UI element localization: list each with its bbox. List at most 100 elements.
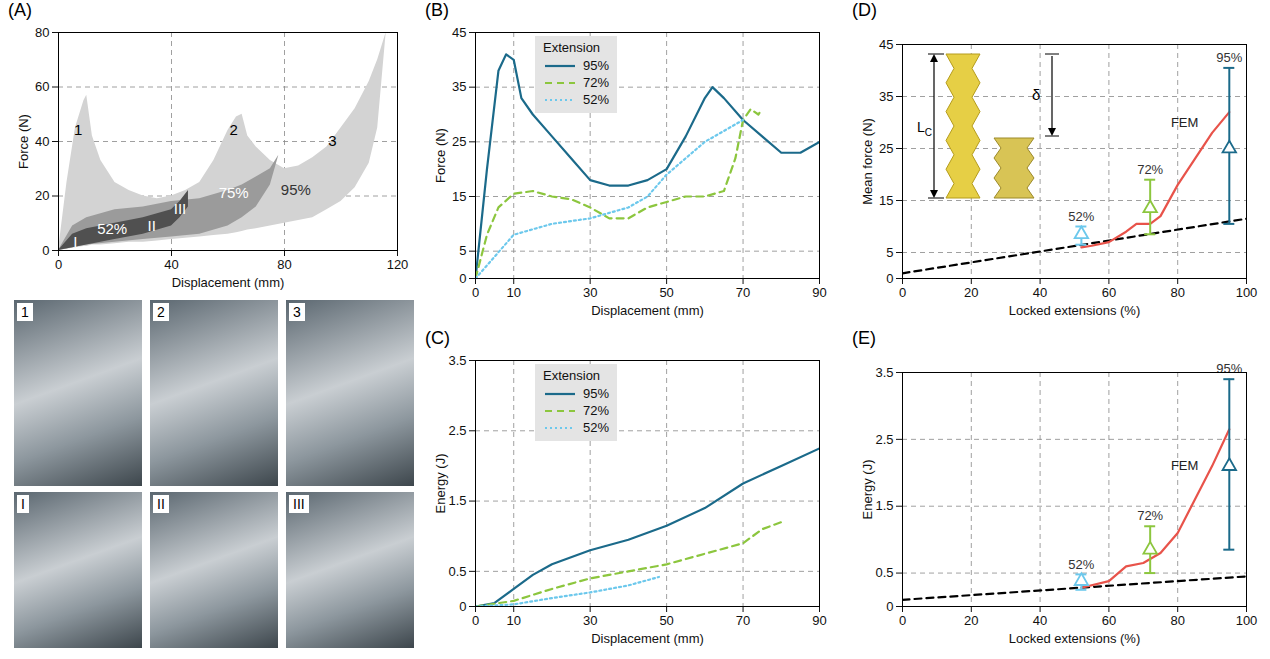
svg-text:40: 40	[164, 257, 178, 272]
svg-text:I: I	[73, 233, 77, 250]
svg-text:40: 40	[1033, 613, 1047, 628]
html-text:72%: 72%	[583, 75, 609, 90]
svg-text:15: 15	[452, 189, 466, 204]
svg-text:60: 60	[1102, 613, 1116, 628]
svg-text:72%: 72%	[1137, 162, 1163, 177]
svg-text:95%: 95%	[281, 181, 311, 198]
svg-text:100: 100	[1236, 613, 1258, 628]
svg-text:0: 0	[55, 257, 62, 272]
svg-text:30: 30	[583, 613, 597, 628]
svg-text:70: 70	[736, 613, 750, 628]
svg-text:0: 0	[472, 613, 479, 628]
html-text:52%: 52%	[583, 420, 609, 435]
svg-text:5: 5	[459, 243, 466, 258]
svg-text:δ: δ	[1032, 86, 1040, 103]
svg-text:50: 50	[659, 613, 673, 628]
svg-text:3.5: 3.5	[875, 365, 893, 380]
svg-text:0: 0	[886, 599, 893, 614]
svg-text:45: 45	[879, 37, 893, 52]
html-text:95%: 95%	[583, 386, 609, 401]
svg-text:80: 80	[35, 25, 49, 40]
svg-text:72%: 72%	[1137, 508, 1163, 523]
svg-text:0: 0	[459, 271, 466, 286]
html-text:52%: 52%	[583, 92, 609, 107]
svg-text:10: 10	[506, 285, 520, 300]
svg-text:III: III	[174, 200, 187, 217]
svg-text:FEM: FEM	[1171, 458, 1198, 473]
svg-text:0: 0	[899, 285, 906, 300]
svg-text:Energy (J): Energy (J)	[860, 460, 875, 520]
svg-text:40: 40	[35, 134, 49, 149]
svg-text:95%: 95%	[1216, 361, 1242, 376]
svg-text:0: 0	[899, 613, 906, 628]
html-text:95%: 95%	[583, 58, 609, 73]
html-text:2: 2	[157, 304, 165, 320]
svg-text:90: 90	[812, 285, 826, 300]
svg-text:Displacement (mm): Displacement (mm)	[591, 303, 704, 318]
svg-text:52%: 52%	[1068, 209, 1094, 224]
html-text:(C): (C)	[425, 328, 450, 348]
svg-text:Force (N): Force (N)	[433, 128, 448, 183]
svg-text:35: 35	[879, 89, 893, 104]
svg-text:II: II	[148, 217, 156, 234]
svg-text:Energy (J): Energy (J)	[433, 454, 448, 514]
svg-text:20: 20	[35, 188, 49, 203]
svg-text:0.5: 0.5	[875, 565, 893, 580]
svg-text:100: 100	[1236, 285, 1258, 300]
svg-text:10: 10	[506, 613, 520, 628]
svg-text:1.5: 1.5	[448, 493, 466, 508]
svg-text:Locked extensions (%): Locked extensions (%)	[1009, 303, 1141, 318]
html-text:Extension: Extension	[543, 40, 601, 55]
html-text:(B): (B)	[425, 0, 449, 20]
svg-text:2: 2	[229, 121, 237, 138]
svg-text:40: 40	[1033, 285, 1047, 300]
svg-text:52%: 52%	[97, 220, 127, 237]
svg-text:Mean force (N): Mean force (N)	[860, 118, 875, 205]
svg-text:0: 0	[886, 271, 893, 286]
svg-text:20: 20	[964, 285, 978, 300]
svg-text:60: 60	[35, 79, 49, 94]
svg-text:95%: 95%	[1216, 50, 1242, 65]
svg-text:2.5: 2.5	[875, 432, 893, 447]
svg-text:35: 35	[452, 79, 466, 94]
svg-text:LC: LC	[917, 119, 932, 138]
svg-text:60: 60	[1102, 285, 1116, 300]
svg-text:15: 15	[879, 193, 893, 208]
svg-text:30: 30	[583, 285, 597, 300]
html-text:(E): (E)	[852, 328, 876, 348]
svg-text:1: 1	[74, 121, 82, 138]
html-text:72%: 72%	[583, 403, 609, 418]
svg-text:80: 80	[277, 257, 291, 272]
svg-text:2.5: 2.5	[448, 423, 466, 438]
html-text:1: 1	[21, 304, 29, 320]
svg-text:0: 0	[459, 599, 466, 614]
svg-text:20: 20	[964, 613, 978, 628]
html-text:(D): (D)	[852, 0, 877, 20]
svg-text:0.5: 0.5	[448, 564, 466, 579]
svg-text:25: 25	[452, 134, 466, 149]
svg-text:1.5: 1.5	[875, 498, 893, 513]
html-text:Extension: Extension	[543, 368, 601, 383]
svg-text:52%: 52%	[1068, 557, 1094, 572]
svg-text:Force (N): Force (N)	[16, 114, 31, 169]
svg-text:75%: 75%	[219, 184, 249, 201]
svg-text:0: 0	[42, 243, 49, 258]
svg-text:5: 5	[886, 245, 893, 260]
svg-text:80: 80	[1170, 285, 1184, 300]
svg-text:45: 45	[452, 25, 466, 40]
svg-text:Displacement (mm): Displacement (mm)	[591, 631, 704, 646]
svg-text:70: 70	[736, 285, 750, 300]
svg-text:50: 50	[659, 285, 673, 300]
svg-text:3.5: 3.5	[448, 353, 466, 368]
svg-text:25: 25	[879, 141, 893, 156]
html-text:(A): (A)	[8, 0, 32, 20]
svg-text:0: 0	[472, 285, 479, 300]
svg-text:Displacement (mm): Displacement (mm)	[172, 275, 285, 290]
svg-text:120: 120	[387, 257, 409, 272]
svg-text:3: 3	[328, 132, 336, 149]
svg-text:90: 90	[812, 613, 826, 628]
html-text:III: III	[293, 496, 305, 512]
svg-text:80: 80	[1170, 613, 1184, 628]
svg-text:FEM: FEM	[1171, 115, 1198, 130]
svg-text:Locked extensions (%): Locked extensions (%)	[1009, 631, 1141, 646]
